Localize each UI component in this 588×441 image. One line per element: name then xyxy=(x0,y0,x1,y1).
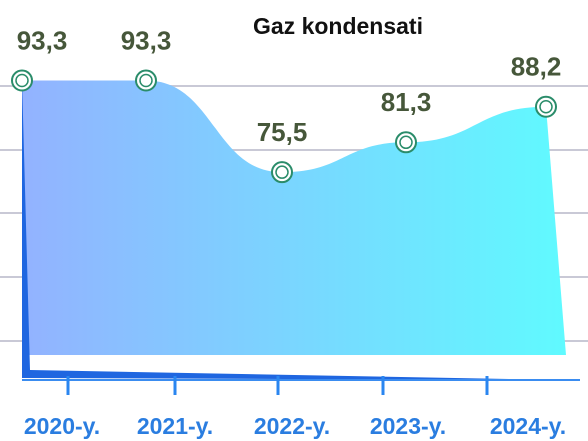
data-label: 81,3 xyxy=(381,87,432,117)
x-tick-label: 2021-y. xyxy=(137,413,213,439)
data-label: 93,3 xyxy=(121,25,172,55)
data-label: 93,3 xyxy=(17,25,68,55)
marker-inner xyxy=(15,73,29,88)
marker-inner xyxy=(399,135,413,150)
x-tick-label: 2022-y. xyxy=(254,413,330,439)
marker-inner xyxy=(275,165,289,179)
data-label: 75,5 xyxy=(257,117,308,147)
x-tick-label: 2020-y. xyxy=(24,413,100,439)
area xyxy=(22,80,566,355)
chart-title: Gaz kondensati xyxy=(253,13,423,39)
marker-inner xyxy=(539,100,553,114)
x-tick-label: 2023-y. xyxy=(370,413,446,439)
x-tick-label: 2024-y. xyxy=(490,413,566,439)
marker-inner xyxy=(139,73,153,88)
data-label: 88,2 xyxy=(511,52,562,82)
